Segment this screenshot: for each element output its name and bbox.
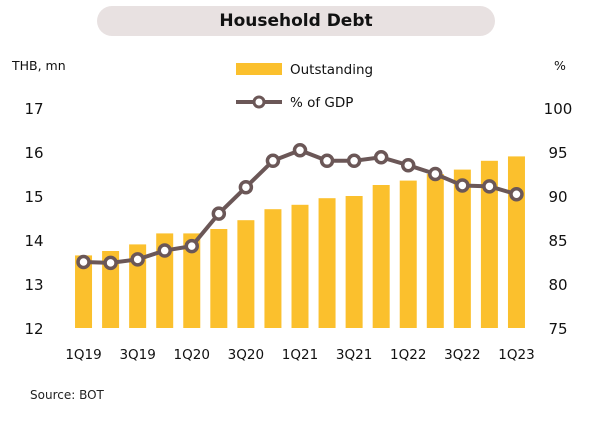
source-note: Source: BOT — [30, 388, 104, 402]
bar-2q22 — [426, 174, 444, 328]
chart-title: Household Debt — [97, 6, 495, 36]
pct-gdp-point-4q22 — [482, 179, 497, 194]
y-right-tick-label: 80 — [548, 276, 567, 294]
pct-gdp-point-3q20 — [238, 179, 254, 195]
bar-1q22 — [399, 180, 417, 328]
pct-gdp-point-2q19 — [103, 255, 118, 271]
x-tick-label: 3Q22 — [444, 347, 480, 363]
y-right-tick-label: 90 — [548, 188, 567, 206]
y-left-axis-label: THB, mn — [11, 58, 66, 73]
pct-gdp-point-3q22 — [455, 178, 470, 193]
x-tick-label: 1Q23 — [498, 347, 534, 363]
legend-pct-gdp-label: % of GDP — [290, 95, 353, 111]
pct-gdp-point-1q19 — [76, 254, 91, 270]
pct-gdp-point-2q21 — [319, 153, 335, 169]
y-right-axis-label: % — [554, 58, 566, 73]
bar-3q21 — [345, 196, 363, 328]
y-right-tick-label: 85 — [548, 232, 567, 250]
pct-gdp-point-4q21 — [373, 150, 389, 165]
bar-4q20 — [264, 209, 282, 328]
pct-gdp-point-4q19 — [157, 243, 172, 258]
bar-4q19 — [156, 233, 174, 328]
x-tick-label: 3Q20 — [228, 347, 264, 363]
legend-outstanding-swatch — [236, 63, 282, 75]
x-tick-label: 3Q21 — [336, 347, 372, 363]
pct-gdp-point-1q20 — [184, 238, 200, 254]
bar-3q20 — [237, 220, 255, 328]
x-tick-label: 1Q19 — [65, 347, 101, 363]
pct-gdp-point-2q20 — [211, 206, 227, 221]
y-left-tick-label: 14 — [24, 232, 43, 250]
legend-pct-gdp-marker — [252, 95, 266, 109]
legend-outstanding-label: Outstanding — [290, 62, 373, 78]
bar-1q19 — [75, 255, 93, 328]
bar-1q23 — [507, 156, 525, 328]
y-left-tick-label: 17 — [24, 100, 43, 118]
y-right-tick-label: 75 — [548, 320, 567, 338]
y-right-tick-label: 95 — [548, 144, 567, 162]
bar-3q19 — [129, 244, 147, 328]
x-tick-label: 1Q22 — [390, 347, 426, 363]
bar-1q21 — [291, 204, 309, 328]
y-left-tick-label: 13 — [24, 276, 43, 294]
bar-2q20 — [210, 229, 228, 328]
y-left-tick-label: 15 — [24, 188, 43, 206]
pct-gdp-point-4q20 — [265, 153, 281, 169]
bar-4q21 — [372, 185, 390, 328]
bar-4q22 — [480, 160, 498, 328]
pct-gdp-point-1q21 — [292, 142, 308, 158]
x-tick-label: 1Q20 — [174, 347, 210, 363]
bar-2q19 — [102, 251, 120, 328]
x-tick-label: 3Q19 — [119, 347, 155, 363]
y-right-tick-label: 100 — [544, 100, 573, 118]
bar-1q20 — [183, 233, 201, 328]
pct-gdp-point-3q21 — [346, 153, 362, 169]
pct-gdp-point-1q23 — [509, 186, 524, 202]
pct-gdp-point-3q19 — [130, 252, 145, 267]
bar-3q22 — [453, 169, 471, 328]
bar-2q21 — [318, 198, 336, 328]
x-tick-label: 1Q21 — [282, 347, 318, 363]
pct-gdp-point-1q22 — [400, 157, 416, 173]
pct-gdp-point-2q22 — [428, 166, 443, 182]
y-left-tick-label: 12 — [24, 320, 43, 338]
y-left-tick-label: 16 — [24, 144, 43, 162]
